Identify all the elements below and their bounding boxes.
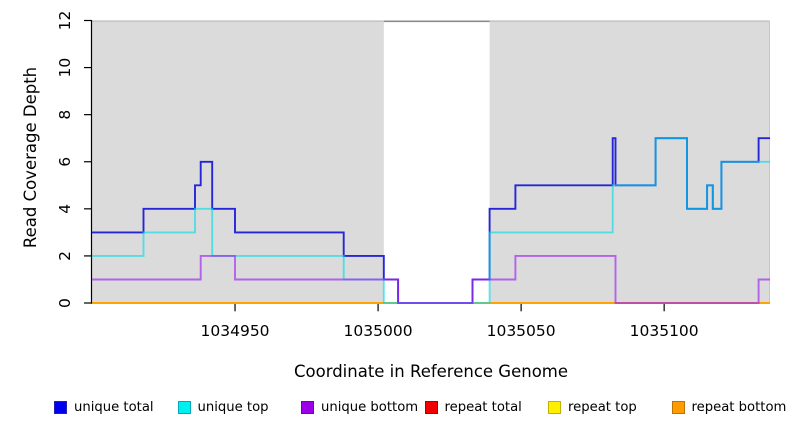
legend-swatch-icon [54,401,67,414]
legend-label: repeat total [445,400,522,415]
y-axis-title: Read Coverage Depth [21,16,40,299]
y-tick-label: 4 [56,204,74,214]
y-tick-label: 2 [56,251,74,261]
legend-swatch-icon [425,401,438,414]
legend-label: unique top [198,400,269,415]
legend: unique total unique top unique bottom repea… [54,400,792,415]
x-axis-title: Coordinate in Reference Genome [92,362,770,381]
x-tick-label: 1034950 [201,322,270,340]
x-tick-label: 1035050 [487,322,556,340]
legend-item-unique-total: unique total [54,400,178,415]
legend-item-repeat-top: repeat top [548,400,672,415]
legend-label: repeat bottom [692,400,787,415]
legend-swatch-icon [672,401,685,414]
y-tick-label: 12 [56,11,74,31]
legend-item-repeat-total: repeat total [425,400,549,415]
y-tick-label: 10 [56,58,74,78]
legend-item-repeat-bottom: repeat bottom [672,400,792,415]
legend-swatch-icon [178,401,191,414]
legend-item-unique-top: unique top [178,400,302,415]
y-tick-label: 8 [56,110,74,120]
y-tick-label: 6 [56,157,74,167]
legend-label: unique total [74,400,154,415]
x-tick-label: 1035000 [344,322,413,340]
legend-swatch-icon [548,401,561,414]
legend-swatch-icon [301,401,314,414]
legend-label: unique bottom [321,400,418,415]
x-tick-label: 1035100 [630,322,699,340]
y-tick-label: 0 [56,298,74,308]
highlight-band [384,21,490,304]
legend-label: repeat top [568,400,637,415]
legend-item-unique-bottom: unique bottom [301,400,425,415]
